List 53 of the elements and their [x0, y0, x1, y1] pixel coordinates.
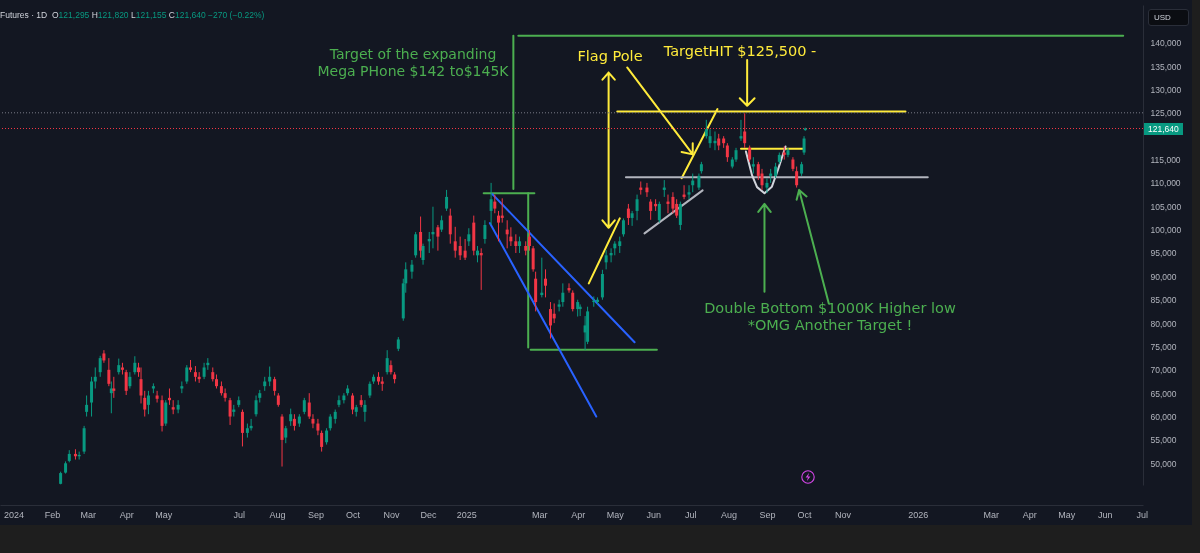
x-tick-label: 2026 [908, 509, 929, 520]
x-tick-label: Jun [1097, 509, 1113, 520]
x-tick-label: Jul [685, 509, 697, 520]
x-tick-label: May [1058, 509, 1076, 520]
x-tick-label: Mar [80, 509, 97, 520]
y-tick-label: 140,000 [1150, 38, 1182, 49]
y-tick-label: 125,000 [1150, 108, 1182, 119]
x-tick-label: Apr [119, 509, 134, 520]
x-tick-label: May [155, 509, 173, 520]
x-tick-label: Feb [44, 509, 61, 520]
y-tick-label: 55,000 [1150, 435, 1177, 446]
y-tick-label: 60,000 [1150, 412, 1177, 423]
x-tick-label: Mar [983, 509, 1000, 520]
y-tick-label: 70,000 [1150, 365, 1177, 376]
annotation: Target of the expanding Mega PHone $142 to$145K [317, 46, 510, 79]
y-tick-label: 95,000 [1150, 248, 1177, 259]
y-tick-label: 105,000 [1150, 201, 1182, 212]
x-tick-label: Nov [834, 509, 852, 520]
y-tick-label: 50,000 [1150, 458, 1177, 469]
y-tick-label: 110,000 [1150, 178, 1181, 189]
x-tick-label: Sep [307, 509, 324, 520]
x-tick-label: Oct [797, 509, 813, 520]
y-tick-label: 130,000 [1150, 84, 1182, 95]
y-tick-label: 135,000 [1150, 61, 1182, 72]
x-tick-label: May [606, 509, 625, 520]
x-tick-label: Apr [571, 509, 586, 520]
text: O121,295 H121,820 L121,155 C121,640 −270 (−0.22%) [51, 10, 265, 20]
x-tick-label: Sep [759, 509, 776, 520]
y-tick-label: 80,000 [1150, 318, 1177, 329]
annotation: Flag Pole [577, 48, 643, 64]
y-tick-label: 100,000 [1150, 225, 1182, 236]
annotation: TargetHIT $125,500 - [662, 43, 817, 59]
x-tick-label: Apr [1022, 509, 1037, 520]
x-tick-label: Jul [1136, 509, 1149, 520]
x-tick-label: Jul [233, 509, 245, 520]
x-tick-label: Aug [721, 509, 738, 520]
y-axis-title: USD [1148, 9, 1189, 26]
text: Futures · 1D [0, 10, 48, 20]
ref-line-label: 121,640 [1144, 122, 1183, 135]
x-tick-label: Nov [383, 509, 400, 520]
x-tick-label: 2025 [456, 509, 477, 520]
y-tick-label: 90,000 [1150, 271, 1177, 282]
y-tick-label: 65,000 [1150, 388, 1177, 399]
x-tick-label: 2024 [4, 509, 25, 520]
x-tick-label: Aug [269, 509, 286, 520]
x-tick-label: Dec [420, 509, 437, 520]
y-tick-label: 85,000 [1150, 295, 1177, 306]
y-tick-label: 75,000 [1150, 341, 1177, 352]
x-tick-label: Jun [646, 509, 661, 520]
x-tick-label: Mar [532, 509, 548, 520]
annotation: Double Bottom $1000K Higher low *OMG Another Target ! [704, 300, 956, 333]
x-tick-label: Oct [346, 509, 361, 520]
y-tick-label: 115,000 [1150, 155, 1181, 166]
